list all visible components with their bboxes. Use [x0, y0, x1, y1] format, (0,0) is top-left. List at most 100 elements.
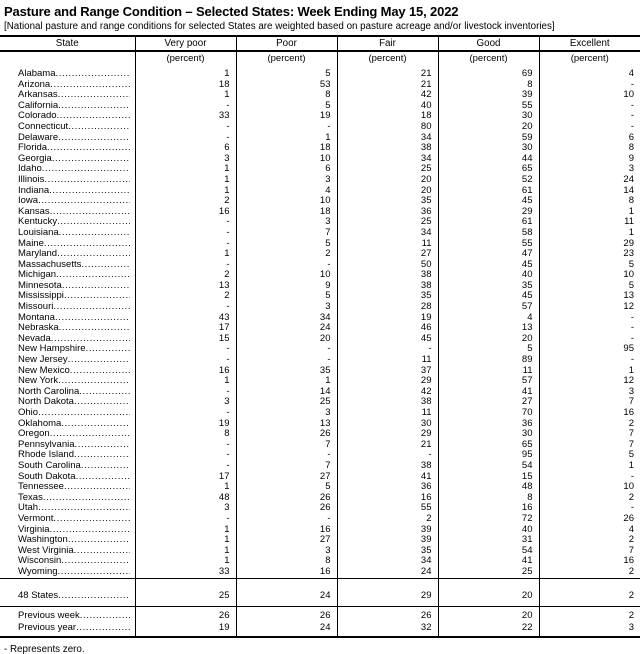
state-label-wrap: Pennsylvania [18, 440, 135, 451]
state-name: Nevada [18, 333, 51, 344]
value-cell: 5 [235, 291, 337, 303]
value-cell: 58 [437, 227, 539, 239]
value-cell: 12 [538, 376, 640, 387]
dot-leader [50, 80, 129, 91]
value-cell: 55 [437, 238, 539, 250]
state-label-wrap: 48 States [18, 591, 135, 602]
value-cell: 15 [437, 471, 539, 483]
table-row: Indiana14206114 [0, 185, 640, 197]
value-cell: - [235, 259, 337, 271]
value-cell: 1 [134, 545, 236, 557]
state-label-wrap: Connecticut [18, 122, 135, 133]
value-cell: 10 [538, 482, 640, 493]
value-cell: 34 [336, 132, 438, 144]
state-name: California [18, 100, 59, 111]
state-name: Maryland [18, 249, 58, 260]
state-name: New Jersey [18, 355, 68, 366]
value-cell: 20 [437, 121, 539, 133]
value-cell: 40 [437, 524, 539, 536]
dot-leader [86, 344, 130, 355]
value-cell: 27 [235, 535, 337, 546]
state-name: Kansas [18, 206, 50, 217]
value-cell: 5 [538, 259, 640, 271]
value-cell: 27 [437, 397, 539, 408]
dot-leader [50, 207, 130, 218]
value-cell: 2 [538, 590, 640, 607]
state-name: Maine [18, 238, 44, 249]
value-cell: 2 [538, 566, 640, 579]
value-cell: 7 [235, 460, 337, 472]
state-cell: Idaho [0, 164, 135, 175]
value-cell: 10 [538, 90, 640, 101]
value-cell: 11 [437, 365, 539, 377]
state-name: 48 States [18, 591, 59, 601]
state-name: South Carolina [18, 460, 81, 471]
state-name: South Dakota [18, 471, 76, 482]
value-cell: - [134, 386, 236, 398]
state-name: Kentucky [18, 217, 58, 228]
state-label-wrap: Illinois [18, 175, 135, 186]
value-cell: 20 [336, 185, 438, 197]
state-name: Illinois [18, 174, 45, 185]
state-label-wrap: Utah [18, 503, 135, 514]
col-header-fair: Fair [336, 36, 438, 52]
dot-leader [53, 514, 129, 525]
state-cell: Delaware [0, 133, 135, 144]
state-label-wrap: Wisconsin [18, 556, 135, 567]
state-label-wrap: Rhode Island [18, 450, 135, 461]
value-cell: 19 [134, 418, 236, 430]
value-cell: 26 [235, 606, 337, 624]
state-cell: Massachusetts [0, 260, 135, 271]
value-cell: 45 [437, 291, 539, 303]
value-cell: 1 [538, 460, 640, 472]
state-cell: Arizona [0, 80, 135, 91]
value-cell: 21 [336, 68, 438, 80]
value-cell: 5 [437, 344, 539, 356]
state-name: New York [18, 376, 59, 387]
table-row: New York11295712 [0, 376, 640, 387]
dot-leader [56, 69, 130, 80]
value-cell: 35 [235, 365, 337, 377]
value-cell: 37 [336, 365, 438, 377]
state-label-wrap: Vermont [18, 514, 135, 525]
state-label-wrap: West Virginia [18, 546, 135, 557]
dot-leader [58, 133, 129, 144]
value-cell: 1 [134, 482, 236, 493]
value-cell: 35 [336, 196, 438, 207]
value-cell: 1 [134, 90, 236, 101]
dot-leader [50, 429, 130, 440]
state-label-wrap: Previous year [18, 623, 135, 634]
value-cell: 18 [336, 111, 438, 122]
value-cell: 3 [235, 217, 337, 228]
state-cell: New Mexico [0, 366, 135, 377]
state-name: North Carolina [18, 386, 80, 397]
value-cell: 22 [437, 623, 539, 637]
state-cell: North Dakota [0, 397, 135, 408]
value-cell: - [134, 259, 236, 271]
value-cell: 29 [437, 206, 539, 218]
value-cell: 1 [134, 164, 236, 175]
table-row: New Hampshire---595 [0, 344, 640, 356]
state-cell: 48 States [0, 591, 135, 607]
value-cell: 7 [538, 545, 640, 557]
value-cell: 19 [336, 312, 438, 324]
state-label-wrap: Montana [18, 313, 135, 324]
value-cell: 43 [134, 312, 236, 324]
state-cell: Texas [0, 493, 135, 504]
value-cell: 20 [437, 606, 539, 624]
value-cell: - [336, 450, 438, 461]
value-cell: 42 [336, 90, 438, 101]
dot-leader [44, 175, 129, 186]
value-cell: 26 [538, 513, 640, 525]
value-cell: 25 [336, 217, 438, 228]
state-cell: Previous year [0, 623, 135, 637]
